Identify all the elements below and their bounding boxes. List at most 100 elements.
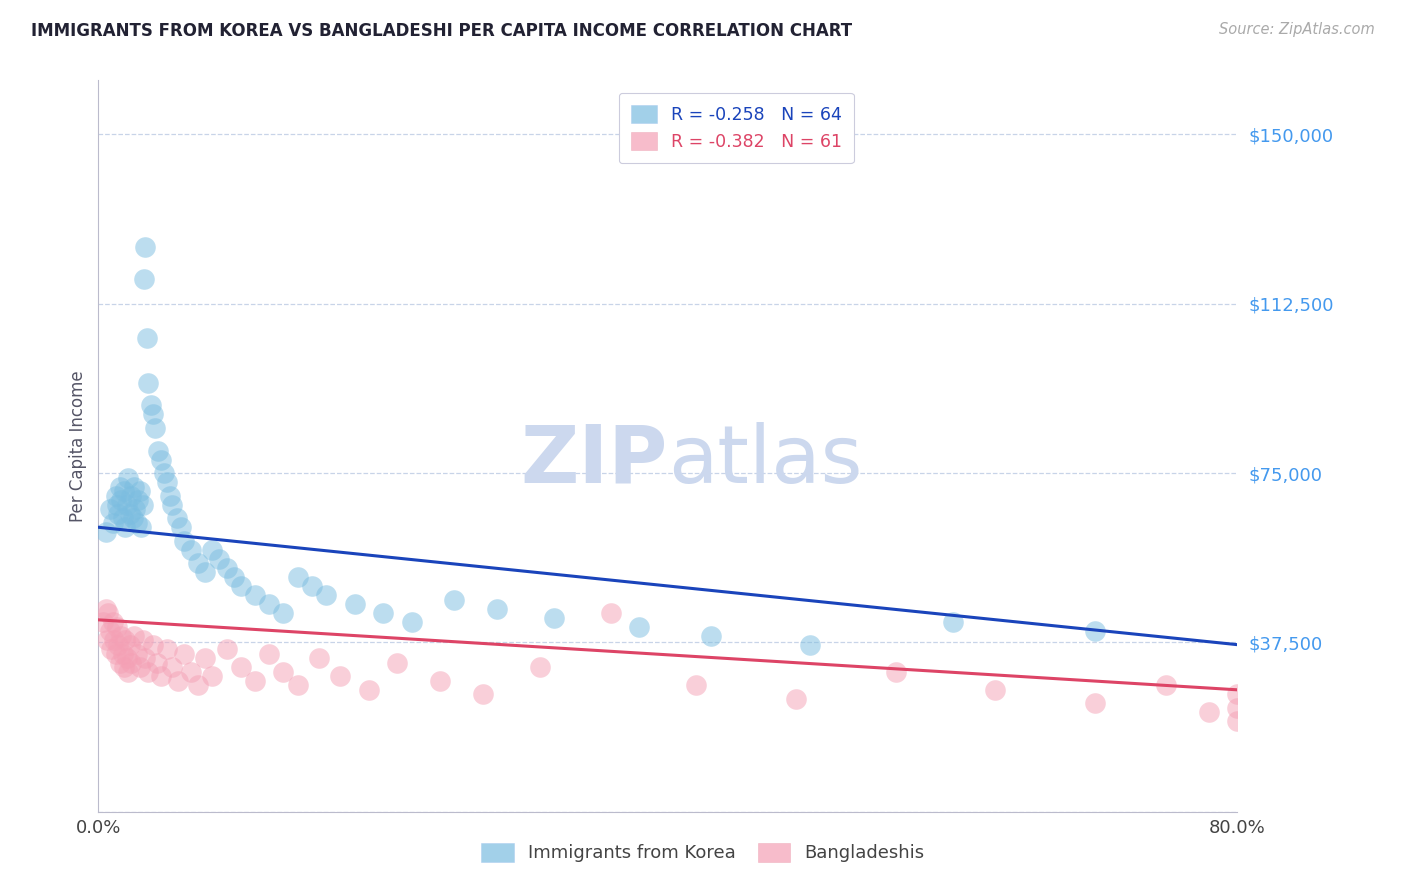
Point — [471, 687, 494, 701]
Point — [401, 615, 423, 629]
Point — [1084, 624, 1107, 639]
Text: atlas: atlas — [668, 422, 862, 500]
Point — [91, 615, 114, 629]
Point — [287, 570, 309, 584]
Legend: R = -0.258   N = 64, R = -0.382   N = 61: R = -0.258 N = 64, R = -0.382 N = 61 — [619, 93, 853, 163]
Point — [984, 682, 1007, 697]
Point — [194, 566, 217, 580]
Point — [117, 470, 139, 484]
Point — [107, 638, 129, 652]
Point — [124, 502, 146, 516]
Point — [136, 665, 159, 679]
Point — [118, 507, 141, 521]
Point — [115, 498, 138, 512]
Point — [357, 682, 380, 697]
Point — [108, 480, 131, 494]
Point — [156, 642, 179, 657]
Point — [127, 493, 149, 508]
Point — [222, 570, 245, 584]
Point — [201, 542, 224, 557]
Point — [387, 656, 409, 670]
Point — [273, 665, 295, 679]
Point — [115, 651, 138, 665]
Point — [215, 561, 238, 575]
Point — [343, 597, 366, 611]
Point — [111, 511, 134, 525]
Point — [529, 660, 551, 674]
Text: ZIP: ZIP — [520, 422, 668, 500]
Point — [114, 520, 136, 534]
Point — [128, 484, 150, 499]
Point — [229, 579, 252, 593]
Point — [215, 642, 238, 657]
Point — [110, 629, 132, 643]
Point — [159, 489, 181, 503]
Point — [287, 678, 309, 692]
Point — [429, 673, 451, 688]
Point — [259, 597, 281, 611]
Point — [1226, 701, 1249, 715]
Point — [373, 606, 395, 620]
Point — [96, 633, 118, 648]
Point — [187, 678, 209, 692]
Point — [125, 516, 148, 530]
Point — [114, 633, 136, 648]
Point — [122, 480, 145, 494]
Point — [799, 638, 821, 652]
Point — [170, 520, 193, 534]
Point — [107, 507, 129, 521]
Point — [156, 475, 179, 489]
Point — [1226, 714, 1249, 729]
Point — [273, 606, 295, 620]
Point — [194, 651, 217, 665]
Point — [111, 647, 134, 661]
Point — [112, 660, 135, 674]
Point — [100, 642, 122, 657]
Point — [141, 638, 163, 652]
Point — [180, 665, 202, 679]
Point — [110, 493, 132, 508]
Point — [486, 601, 509, 615]
Y-axis label: Per Capita Income: Per Capita Income — [69, 370, 87, 522]
Point — [201, 669, 224, 683]
Point — [104, 647, 127, 661]
Point — [122, 629, 145, 643]
Point — [98, 502, 121, 516]
Text: Source: ZipAtlas.com: Source: ZipAtlas.com — [1219, 22, 1375, 37]
Point — [94, 524, 117, 539]
Point — [162, 498, 184, 512]
Point — [229, 660, 252, 674]
Point — [141, 408, 163, 422]
Point — [136, 376, 159, 390]
Point — [146, 656, 169, 670]
Point — [150, 669, 173, 683]
Point — [103, 633, 125, 648]
Point — [173, 647, 195, 661]
Point — [112, 484, 135, 499]
Point — [187, 557, 209, 571]
Point — [134, 240, 156, 254]
Point — [543, 610, 565, 624]
Point — [153, 466, 176, 480]
Point — [1154, 678, 1177, 692]
Point — [125, 647, 148, 661]
Point — [1226, 687, 1249, 701]
Point — [443, 592, 465, 607]
Point — [121, 511, 143, 525]
Point — [699, 629, 721, 643]
Point — [1084, 697, 1107, 711]
Point — [117, 665, 139, 679]
Point — [134, 651, 156, 665]
Point — [118, 638, 141, 652]
Point — [208, 552, 231, 566]
Point — [105, 498, 128, 512]
Point — [145, 421, 167, 435]
Point — [108, 656, 131, 670]
Point — [308, 651, 330, 665]
Point — [98, 624, 121, 639]
Point — [1198, 706, 1220, 720]
Point — [139, 398, 162, 412]
Point — [785, 691, 807, 706]
Point — [173, 533, 195, 548]
Point — [162, 660, 184, 674]
